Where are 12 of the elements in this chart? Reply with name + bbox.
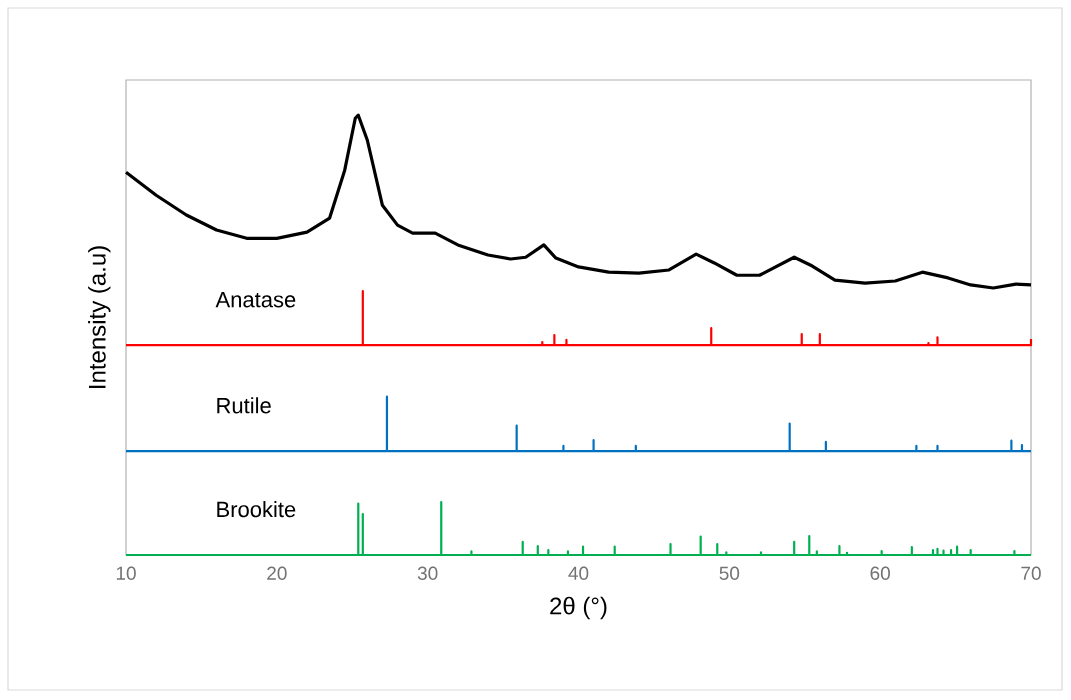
series-label: Rutile bbox=[217, 397, 271, 414]
x-tick-label: 30 bbox=[417, 566, 438, 580]
x-axis-title: 2θ (°) bbox=[550, 596, 607, 620]
x-tick-label: 20 bbox=[267, 566, 287, 580]
series-label: Brookite bbox=[217, 501, 296, 518]
x-tick-label: 70 bbox=[1021, 566, 1041, 580]
x-tick-label: 10 bbox=[116, 566, 136, 580]
x-tick-label: 50 bbox=[719, 566, 740, 580]
x-tick-label: 40 bbox=[568, 566, 589, 580]
series-label: Anatase bbox=[215, 292, 296, 308]
y-axis-title: Intensity (a.u) bbox=[88, 246, 111, 388]
x-tick-label: 60 bbox=[870, 566, 890, 580]
